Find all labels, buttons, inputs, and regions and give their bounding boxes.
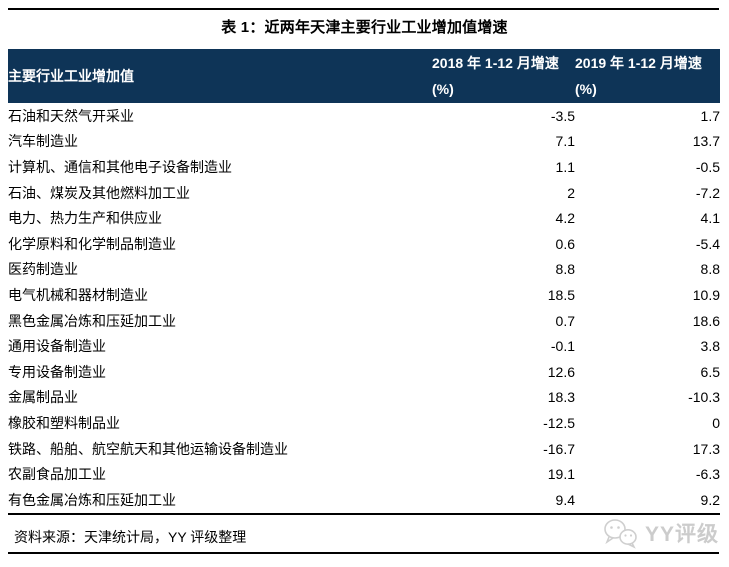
value-2018-cell: 0.6 [555, 235, 575, 252]
value-2019-cell: 8.8 [700, 261, 720, 278]
industry-cell: 金属制品业 [8, 389, 78, 406]
industry-cell: 电力、热力生产和供应业 [8, 210, 162, 227]
table-row: 电力、热力生产和供应业 4.2 4.1 [8, 205, 720, 231]
top-divider [8, 8, 719, 10]
value-2019-cell: 4.1 [700, 210, 720, 227]
industry-cell: 电气机械和器材制造业 [8, 286, 148, 303]
value-2018-cell: 8.8 [555, 261, 575, 278]
value-2018-cell: 0.7 [555, 312, 575, 329]
value-2018-cell: 18.5 [547, 286, 575, 303]
value-2018-cell: 19.1 [547, 466, 575, 483]
table-row: 通用设备制造业 -0.1 3.8 [8, 333, 720, 359]
table-row: 橡胶和塑料制品业 -12.5 0 [8, 410, 720, 436]
table-row: 农副食品加工业 19.1 -6.3 [8, 461, 720, 487]
brand-watermark: YY评级 [601, 517, 719, 549]
table-row: 黑色金属冶炼和压延加工业 0.7 18.6 [8, 308, 720, 334]
value-2018-cell: -3.5 [550, 107, 575, 124]
chat-bubbles-logo-icon [601, 517, 641, 549]
table-row: 汽车制造业 7.1 13.7 [8, 129, 720, 155]
industry-cell: 化学原料和化学制品制造业 [8, 235, 176, 252]
table-body: 石油和天然气开采业 -3.5 1.7 汽车制造业 7.1 13.7 计算机、通信和其他电子设… [8, 103, 720, 514]
industry-cell: 专用设备制造业 [8, 363, 106, 380]
table-row: 化学原料和化学制品制造业 0.6 -5.4 [8, 231, 720, 257]
industry-cell: 通用设备制造业 [8, 338, 106, 355]
value-2018-cell: 7.1 [555, 133, 575, 150]
value-2019-cell: 10.9 [692, 286, 720, 303]
table-row: 铁路、船舶、航空航天和其他运输设备制造业 -16.7 17.3 [8, 436, 720, 462]
value-2018-cell: 1.1 [555, 158, 575, 175]
value-2018-cell: -16.7 [543, 440, 575, 457]
table-row: 专用设备制造业 12.6 6.5 [8, 359, 720, 385]
value-2019-cell: 18.6 [692, 312, 720, 329]
industry-cell: 石油、煤炭及其他燃料加工业 [8, 184, 190, 201]
industry-cell: 铁路、船舶、航空航天和其他运输设备制造业 [8, 440, 288, 457]
value-2019-cell: 1.7 [700, 107, 720, 124]
value-2019-cell: 17.3 [692, 440, 720, 457]
value-2019-cell: 0 [712, 414, 720, 431]
value-2019-cell: -5.4 [695, 235, 720, 252]
column-header-2019-growth: 2019 年 1-12 月增速(%) [575, 49, 720, 103]
value-2019-cell: -0.5 [695, 158, 720, 175]
industry-cell: 计算机、通信和其他电子设备制造业 [8, 158, 232, 175]
table-row: 有色金属冶炼和压延加工业 9.4 9.2 [8, 487, 720, 514]
table-row: 石油和天然气开采业 -3.5 1.7 [8, 103, 720, 129]
table-row: 电气机械和器材制造业 18.5 10.9 [8, 282, 720, 308]
table-row: 石油、煤炭及其他燃料加工业 2 -7.2 [8, 180, 720, 206]
industry-cell: 汽车制造业 [8, 133, 78, 150]
table-header-row: 主要行业工业增加值 2018 年 1-12 月增速(%) 2019 年 1-12… [8, 49, 720, 103]
table-header: 主要行业工业增加值 2018 年 1-12 月增速(%) 2019 年 1-12… [8, 49, 720, 103]
industry-cell: 有色金属冶炼和压延加工业 [8, 491, 176, 508]
bottom-divider [8, 552, 719, 554]
value-2019-cell: -6.3 [695, 466, 720, 483]
value-2018-cell: 9.4 [555, 491, 575, 508]
table-row: 计算机、通信和其他电子设备制造业 1.1 -0.5 [8, 154, 720, 180]
value-2019-cell: -7.2 [695, 184, 720, 201]
value-2018-cell: 12.6 [547, 363, 575, 380]
value-2019-cell: 3.8 [700, 338, 720, 355]
value-2018-cell: -0.1 [550, 338, 575, 355]
table-row: 医药制造业 8.8 8.8 [8, 257, 720, 283]
value-2019-cell: 6.5 [700, 363, 720, 380]
value-2019-cell: -10.3 [688, 389, 720, 406]
watermark-brand-text: YY评级 [644, 523, 719, 546]
value-2018-cell: 4.2 [555, 210, 575, 227]
value-2019-cell: 9.2 [700, 491, 720, 508]
industry-cell: 石油和天然气开采业 [8, 107, 134, 124]
industry-cell: 橡胶和塑料制品业 [8, 414, 120, 431]
source-note: 资料来源：天津统计局，YY 评级整理 [14, 529, 247, 545]
column-header-industry: 主要行业工业增加值 [8, 49, 432, 103]
industry-cell: 黑色金属冶炼和压延加工业 [8, 312, 176, 329]
industry-growth-table: 主要行业工业增加值 2018 年 1-12 月增速(%) 2019 年 1-12… [8, 49, 720, 515]
industry-cell: 医药制造业 [8, 261, 78, 278]
industry-cell: 农副食品加工业 [8, 466, 106, 483]
value-2018-cell: 2 [567, 184, 575, 201]
table-row: 金属制品业 18.3 -10.3 [8, 385, 720, 411]
value-2019-cell: 13.7 [692, 133, 720, 150]
column-header-2018-growth: 2018 年 1-12 月增速(%) [432, 49, 575, 103]
value-2018-cell: -12.5 [543, 414, 575, 431]
value-2018-cell: 18.3 [547, 389, 575, 406]
table-title: 表 1：近两年天津主要行业工业增加值增速 [221, 19, 508, 36]
